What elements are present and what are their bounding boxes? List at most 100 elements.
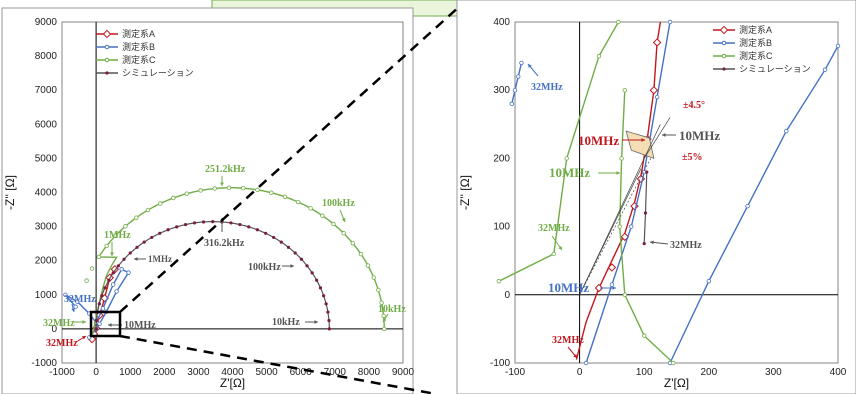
data-point — [371, 275, 376, 280]
data-point — [642, 242, 646, 246]
data-point — [238, 222, 242, 227]
data-point — [745, 203, 750, 209]
data-point — [512, 87, 518, 93]
data-point — [198, 188, 203, 193]
y-tick-label: 5000 — [35, 153, 58, 164]
x-tick-label: -1000 — [49, 367, 75, 378]
annotation-arrowhead — [528, 64, 532, 68]
annotation-label: 1MHz — [104, 230, 131, 241]
data-point — [341, 231, 346, 236]
data-point — [142, 240, 146, 244]
guide-line-lower — [579, 168, 642, 295]
annotation-label: 251.2kHz — [205, 164, 246, 175]
data-point — [116, 264, 120, 268]
series-line-b — [585, 21, 671, 364]
data-point — [822, 67, 828, 72]
data-point — [320, 213, 325, 218]
data-point — [247, 225, 251, 229]
chart-frame — [1, 7, 414, 394]
guide-line-tail — [643, 117, 671, 159]
data-point — [327, 327, 331, 331]
plot-area — [514, 21, 839, 364]
annotation-label: 10kHz — [272, 317, 300, 328]
legend-label: シミュレーション — [122, 68, 194, 78]
data-point — [282, 194, 288, 200]
annotation-arrowhead — [383, 318, 387, 322]
data-point — [622, 87, 628, 93]
data-point — [516, 74, 521, 79]
data-point — [134, 215, 139, 220]
data-point — [305, 264, 309, 268]
legend-label: 測定系B — [122, 41, 155, 52]
annotation-arrowhead — [82, 320, 86, 324]
y-tick-label: 400 — [493, 17, 510, 28]
x-tick-label: 8000 — [358, 367, 381, 378]
y-tick-label: 4000 — [35, 188, 58, 199]
data-point — [299, 257, 304, 261]
data-point — [114, 289, 119, 294]
data-point — [551, 251, 556, 257]
legend-label: 測定系C — [739, 50, 773, 61]
y-tick-label: 200 — [493, 153, 510, 164]
x-tick-label: 400 — [830, 367, 847, 378]
right-chart: -100 0 100 200 300 400 -100 0 100 200 300 400 Z'[Ω] -… — [456, 0, 856, 394]
data-point — [671, 360, 676, 366]
x-tick-label: 100 — [636, 367, 653, 378]
plot-area — [61, 21, 404, 364]
annotation-arrowhead — [558, 246, 562, 250]
data-point — [201, 220, 206, 224]
data-point — [211, 220, 215, 224]
annotation-label: 32MHz — [670, 240, 702, 251]
data-point — [158, 231, 162, 235]
data-point — [350, 241, 356, 246]
annotation-label: 32MHz — [43, 318, 75, 329]
annotation-arrowhead — [573, 354, 577, 358]
x-tick-label: 0 — [577, 367, 583, 378]
data-point — [255, 228, 259, 232]
annotation-arrowhead — [110, 252, 114, 256]
data-point — [158, 201, 163, 206]
data-point — [322, 294, 326, 298]
data-point — [75, 299, 80, 304]
annotation-label: 1MHz — [148, 254, 172, 264]
left-chart: -1000 0 1000 2000 3000 4000 5000 6000 7000 8000 90… — [1, 7, 415, 394]
data-point — [110, 282, 116, 287]
annotation-label: 10kHz — [378, 304, 406, 315]
data-point — [622, 292, 628, 297]
legend-label: 測定系C — [122, 54, 156, 65]
annotation-arrowhead — [616, 171, 620, 175]
annotation-arrowhead — [290, 264, 294, 268]
data-point — [326, 310, 330, 314]
data-point — [331, 221, 336, 227]
data-point — [119, 267, 124, 272]
data-point — [382, 326, 387, 332]
x-tick-label: 2000 — [153, 367, 176, 378]
data-point — [94, 327, 98, 331]
data-point — [100, 306, 106, 311]
annotation-label: ±4.5° — [683, 100, 705, 111]
legend-marker — [104, 57, 110, 63]
annotation-label: ±5% — [682, 152, 703, 163]
annotation-label: 10MHz — [549, 165, 590, 180]
data-point — [113, 233, 118, 238]
annotation-arrowhead — [71, 308, 76, 312]
legend-marker — [719, 25, 729, 35]
data-point — [327, 318, 331, 323]
data-point — [496, 278, 502, 284]
data-point — [358, 251, 364, 257]
data-point — [619, 156, 624, 161]
data-point — [667, 19, 673, 25]
legend-label: 測定系A — [122, 28, 155, 39]
zoom-guide-lower — [119, 334, 437, 394]
data-point — [103, 286, 107, 290]
x-tick-label: 7000 — [324, 367, 347, 378]
data-point — [229, 221, 233, 225]
annotation-label: 32MHz — [552, 335, 584, 346]
data-point — [279, 240, 283, 244]
legend-label: 測定系B — [739, 37, 772, 48]
series-line-b2 — [511, 62, 523, 104]
annotation-arrowhead — [108, 323, 112, 327]
data-point — [706, 278, 711, 284]
data-point — [519, 60, 524, 66]
